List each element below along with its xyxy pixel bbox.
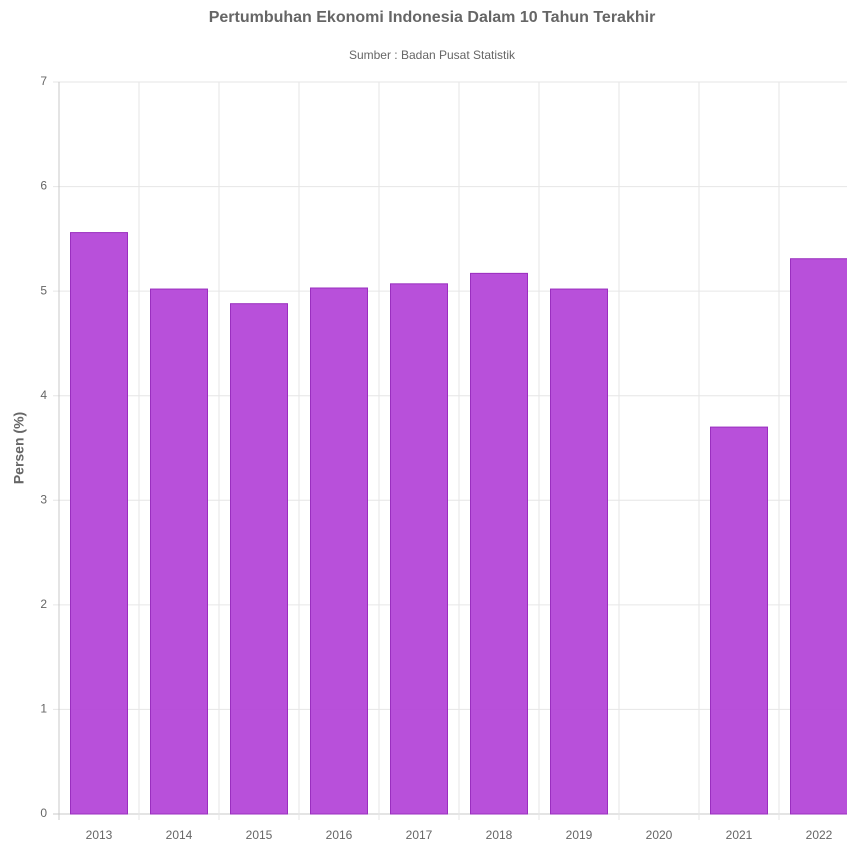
y-tick-label: 7 xyxy=(40,74,47,88)
x-tick-label: 2019 xyxy=(566,828,593,842)
bar xyxy=(710,426,768,815)
bar xyxy=(150,288,208,815)
bar xyxy=(230,303,288,815)
x-tick-label: 2020 xyxy=(646,828,673,842)
x-tick-label: 2014 xyxy=(166,828,193,842)
bar xyxy=(70,232,128,815)
y-tick-label: 6 xyxy=(40,179,47,193)
x-tick-label: 2017 xyxy=(406,828,433,842)
bar xyxy=(310,287,368,815)
x-tick-label: 2018 xyxy=(486,828,513,842)
y-axis-title: Persen (%) xyxy=(11,412,27,484)
x-tick-label: 2021 xyxy=(726,828,753,842)
y-tick-label: 2 xyxy=(40,597,47,611)
bar xyxy=(550,288,608,815)
y-tick-label: 3 xyxy=(40,492,47,506)
chart-subtitle: Sumber : Badan Pusat Statistik xyxy=(349,48,516,62)
bar xyxy=(390,283,448,815)
x-tick-label: 2022 xyxy=(806,828,833,842)
x-tick-label: 2016 xyxy=(326,828,353,842)
bar xyxy=(470,272,528,815)
x-tick-label: 2015 xyxy=(246,828,273,842)
y-tick-label: 0 xyxy=(40,806,47,820)
chart-title: Pertumbuhan Ekonomi Indonesia Dalam 10 T… xyxy=(209,9,656,26)
y-tick-label: 4 xyxy=(40,388,47,402)
bar xyxy=(790,258,847,815)
y-tick-label: 5 xyxy=(40,283,47,297)
y-tick-label: 1 xyxy=(40,702,47,716)
x-tick-label: 2013 xyxy=(86,828,113,842)
